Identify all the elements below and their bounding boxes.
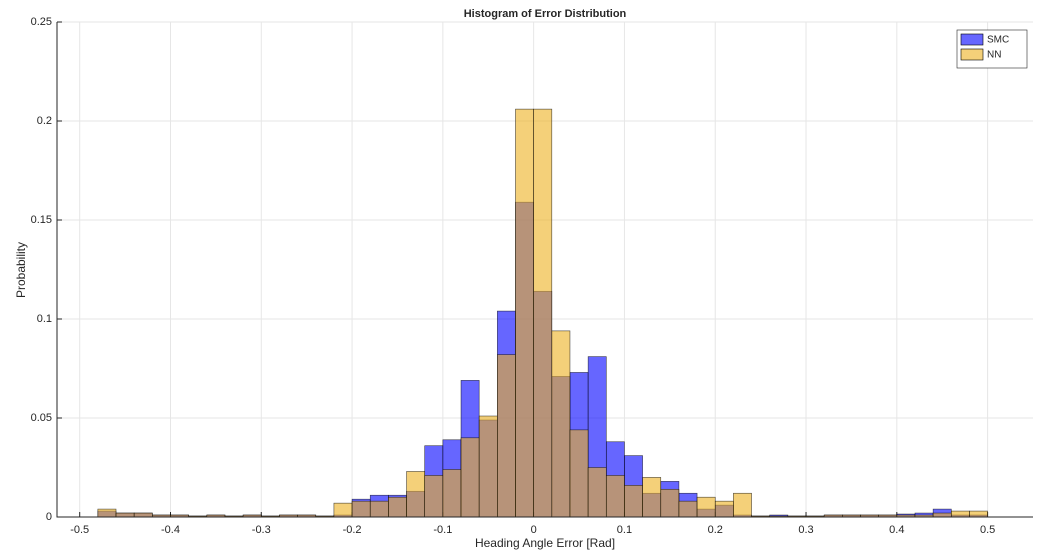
x-axis-label: Heading Angle Error [Rad] (475, 536, 615, 550)
bar (714, 500, 734, 518)
y-tick-label: 0.25 (31, 16, 52, 28)
bar (950, 510, 970, 518)
y-tick-label: 0.2 (37, 115, 52, 127)
x-tick-label: -0.5 (70, 524, 89, 536)
bar (478, 415, 498, 518)
bar (406, 471, 426, 518)
x-tick-label: -0.2 (343, 524, 362, 536)
bar (569, 429, 589, 518)
chart-title: Histogram of Error Distribution (464, 8, 627, 20)
y-tick-label: 0 (46, 511, 52, 523)
x-tick-label: -0.3 (252, 524, 271, 536)
legend-label: SMC (987, 35, 1009, 46)
y-tick-label: 0.05 (31, 412, 52, 424)
bar (696, 496, 716, 518)
bar (660, 488, 680, 518)
x-tick-label: 0.4 (889, 524, 904, 536)
bar (351, 500, 371, 518)
axes-frame (56, 22, 1033, 518)
bar (133, 512, 153, 518)
bar (497, 354, 516, 518)
bar (969, 510, 988, 518)
x-tick-label: 0.1 (617, 524, 632, 536)
bar (551, 330, 571, 518)
bar (932, 512, 952, 518)
y-axis-label: Probability (14, 242, 28, 298)
bar (605, 475, 625, 518)
bar (533, 108, 553, 518)
bar (442, 469, 462, 518)
x-tick-label: 0 (531, 524, 537, 536)
bar (97, 508, 117, 518)
x-tick-label: -0.4 (161, 524, 180, 536)
bar (333, 502, 353, 518)
legend-label: NN (987, 50, 1001, 61)
bar (460, 437, 480, 518)
bar (369, 500, 389, 518)
bar (115, 512, 135, 518)
bar (624, 485, 643, 518)
bar (388, 496, 407, 518)
x-tick-label: 0.3 (798, 524, 813, 536)
bar (587, 467, 607, 518)
legend-swatch (960, 48, 984, 61)
legend-swatch (960, 33, 984, 46)
bar (733, 492, 752, 518)
bar (642, 477, 662, 518)
x-tick-label: 0.5 (980, 524, 995, 536)
y-tick-label: 0.1 (37, 313, 52, 325)
x-tick-label: 0.2 (708, 524, 723, 536)
x-tick-label: -0.1 (433, 524, 452, 536)
bar (515, 108, 534, 518)
bar (424, 475, 444, 518)
bar (678, 500, 698, 518)
y-tick-label: 0.15 (31, 214, 52, 226)
